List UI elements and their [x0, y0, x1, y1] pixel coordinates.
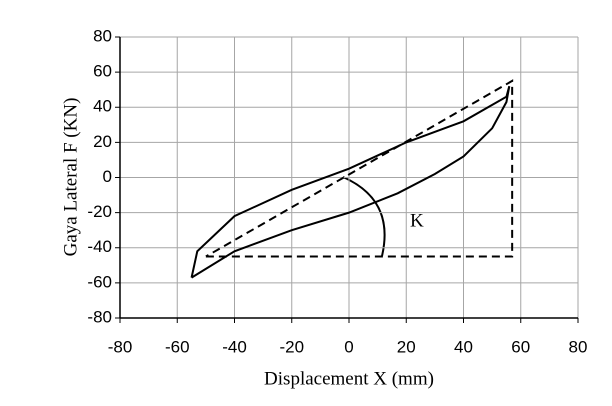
x-tick-label: 0 — [344, 337, 353, 356]
y-tick-label: 20 — [93, 132, 112, 151]
x-tick-label: -80 — [108, 337, 133, 356]
y-tick-label: 60 — [93, 62, 112, 81]
x-axis-title: Displacement X (mm) — [264, 368, 434, 389]
x-tick-label: 60 — [511, 337, 530, 356]
x-tick-label: 80 — [569, 337, 588, 356]
y-tick-label: 40 — [93, 97, 112, 116]
y-tick-label: -80 — [87, 307, 112, 326]
x-tick-label: -40 — [222, 337, 247, 356]
x-tick-label: -60 — [165, 337, 190, 356]
annotation: K — [410, 210, 424, 231]
x-tick-label: 20 — [397, 337, 416, 356]
x-tick-label: -20 — [279, 337, 304, 356]
y-tick-label: 0 — [103, 167, 112, 186]
y-tick-label: 80 — [93, 26, 112, 45]
y-tick-label: -60 — [87, 272, 112, 291]
hysteresis-line — [190, 85, 511, 279]
dashed-line — [205, 79, 514, 258]
y-tick-label: -40 — [87, 237, 112, 256]
x-tick-label: 40 — [454, 337, 473, 356]
y-axis-title: Gaya Lateral F (KN) — [60, 98, 81, 257]
y-tick-label: -20 — [87, 202, 112, 221]
angle-arc — [342, 176, 386, 257]
